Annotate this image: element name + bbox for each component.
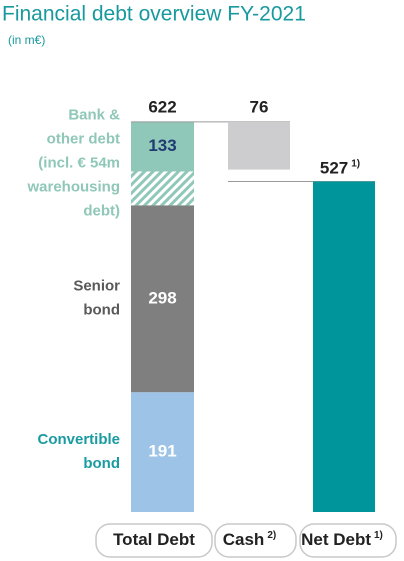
- category-label: Total Debt: [113, 530, 195, 549]
- segment-value: 298: [148, 288, 176, 307]
- segment-label: bond: [83, 302, 120, 319]
- footnote-marker: 1): [374, 530, 383, 541]
- chart-title: Financial debt overview FY-2021: [2, 3, 306, 26]
- category-text: Total Debt: [113, 530, 195, 549]
- segment-value: 133: [148, 136, 176, 155]
- segment-label: warehousing: [26, 179, 120, 196]
- category-text: Cash: [223, 530, 265, 549]
- category-label: Cash 2): [223, 530, 276, 550]
- segment-label: Bank &: [68, 107, 120, 124]
- footnote-marker: 2): [267, 530, 276, 541]
- category-pill: [299, 523, 397, 558]
- bar-segment: [131, 392, 194, 512]
- chart-subtitle: (in m€): [8, 33, 45, 47]
- segment-label: debt): [83, 203, 120, 220]
- segment-value: 191: [148, 442, 176, 461]
- hatched-segment: [131, 171, 194, 206]
- value-label: 76: [250, 97, 269, 116]
- segment-label: other debt: [47, 131, 120, 148]
- segment-label: (incl. € 54m: [38, 155, 120, 172]
- footnote-marker: 1): [351, 158, 360, 169]
- total-label: 622: [148, 97, 176, 116]
- value-text: 527: [320, 159, 348, 178]
- category-text: Net Debt: [301, 530, 371, 549]
- category-pill: [214, 523, 297, 558]
- bar: [228, 121, 290, 170]
- category-pill: [95, 523, 213, 558]
- bar: [313, 181, 375, 512]
- segment-label: Convertible: [37, 431, 120, 448]
- segment-label: bond: [83, 455, 120, 472]
- value-label: 527 1): [320, 158, 360, 178]
- category-label: Net Debt 1): [301, 530, 383, 550]
- segment-label: Senior: [73, 278, 120, 295]
- bar-segment: [131, 205, 194, 393]
